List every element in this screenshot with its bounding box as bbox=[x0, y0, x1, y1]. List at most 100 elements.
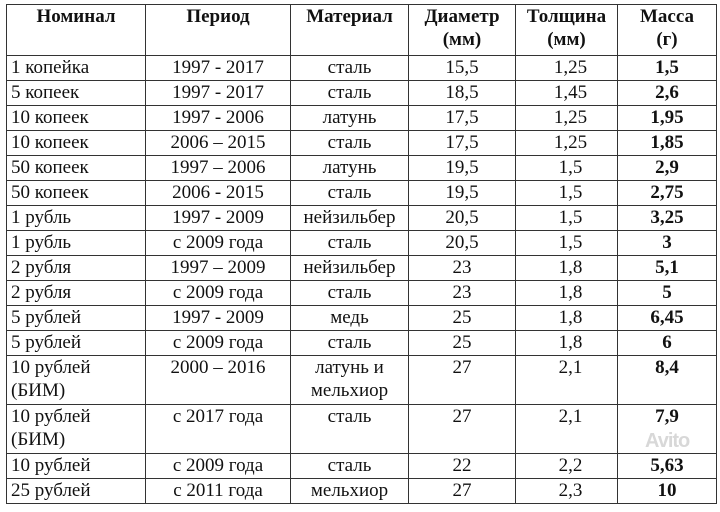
cell-mass: 6 bbox=[617, 330, 717, 356]
cell-diameter: 23 bbox=[408, 280, 516, 306]
cell-diameter: 19,5 bbox=[408, 155, 516, 181]
cell-nominal: 10 рублей (БИМ) bbox=[6, 355, 146, 405]
table-row: 5 рублей с 2009 года сталь 25 1,8 6 bbox=[6, 330, 717, 356]
cell-nominal: 2 рубля bbox=[6, 280, 146, 306]
cell-material: сталь bbox=[290, 130, 409, 156]
cell-mass: 5,1 bbox=[617, 255, 717, 281]
table-row: 5 копеек 1997 - 2017 сталь 18,5 1,45 2,6 bbox=[6, 80, 717, 106]
cell-diameter: 17,5 bbox=[408, 130, 516, 156]
cell-period: с 2009 года bbox=[145, 230, 291, 256]
cell-material: сталь bbox=[290, 80, 409, 106]
header-period: Период bbox=[145, 4, 291, 56]
cell-nominal: 1 рубль bbox=[6, 230, 146, 256]
cell-period: 1997 - 2017 bbox=[145, 80, 291, 106]
cell-diameter: 20,5 bbox=[408, 205, 516, 231]
table-row: 1 копейка 1997 - 2017 сталь 15,5 1,25 1,5 bbox=[6, 55, 717, 81]
table-row: 1 рубль с 2009 года сталь 20,5 1,5 3 bbox=[6, 230, 717, 256]
cell-period: с 2011 года bbox=[145, 478, 291, 504]
cell-material: нейзильбер bbox=[290, 205, 409, 231]
cell-diameter: 27 bbox=[408, 355, 516, 405]
cell-material: латунь bbox=[290, 155, 409, 181]
cell-material: латунь и мельхиор bbox=[290, 355, 409, 405]
cell-material: сталь bbox=[290, 180, 409, 206]
cell-mass: 3,25 bbox=[617, 205, 717, 231]
avito-watermark-logo: Avito bbox=[645, 429, 690, 452]
cell-mass: 1,95 bbox=[617, 105, 717, 131]
cell-thickness: 1,5 bbox=[515, 205, 618, 231]
header-text: Период bbox=[186, 6, 250, 27]
cell-mass: 6,45 bbox=[617, 305, 717, 331]
table-row: 50 копеек 2006 - 2015 сталь 19,5 1,5 2,75 bbox=[6, 180, 717, 206]
cell-mass: 1,85 bbox=[617, 130, 717, 156]
cell-thickness: 1,8 bbox=[515, 305, 618, 331]
cell-mass: 8,4 bbox=[617, 355, 717, 405]
cell-period: с 2009 года bbox=[145, 280, 291, 306]
header-thickness: Толщина (мм) bbox=[515, 4, 618, 56]
cell-period: 2000 – 2016 bbox=[145, 355, 291, 405]
header-text: Диаметр bbox=[424, 6, 500, 27]
cell-mass: 5 bbox=[617, 280, 717, 306]
table-row: 50 копеек 1997 – 2006 латунь 19,5 1,5 2,9 bbox=[6, 155, 717, 181]
cell-thickness: 1,8 bbox=[515, 330, 618, 356]
cell-nominal: 2 рубля bbox=[6, 255, 146, 281]
cell-diameter: 17,5 bbox=[408, 105, 516, 131]
cell-diameter: 27 bbox=[408, 478, 516, 504]
cell-period: с 2009 года bbox=[145, 330, 291, 356]
header-text: Толщина bbox=[526, 6, 607, 27]
cell-nominal: 10 рублей (БИМ) bbox=[6, 404, 146, 454]
cell-thickness: 2,1 bbox=[515, 404, 618, 454]
header-row: Номинал Период Материал Диаметр (мм) Толщина(… bbox=[6, 4, 717, 56]
cell-nominal: 50 копеек bbox=[6, 155, 146, 181]
cell-material: мельхиор bbox=[290, 478, 409, 504]
header-text: (мм) bbox=[547, 29, 586, 50]
cell-period: 1997 – 2006 bbox=[145, 155, 291, 181]
header-text: Масса bbox=[639, 6, 695, 27]
cell-thickness: 2,1 bbox=[515, 355, 618, 405]
cell-period: 1997 – 2009 bbox=[145, 255, 291, 281]
cell-diameter: 20,5 bbox=[408, 230, 516, 256]
cell-mass: 2,6 bbox=[617, 80, 717, 106]
header-text: Материал bbox=[306, 6, 393, 27]
cell-material: нейзильбер bbox=[290, 255, 409, 281]
cell-material: сталь bbox=[290, 330, 409, 356]
table-row: 10 копеек 1997 - 2006 латунь 17,5 1,25 1,95 bbox=[6, 105, 717, 131]
cell-nominal: 5 копеек bbox=[6, 80, 146, 106]
cell-thickness: 1,25 bbox=[515, 105, 618, 131]
cell-material: латунь bbox=[290, 105, 409, 131]
header-diameter: Диаметр (мм) bbox=[408, 4, 516, 56]
cell-nominal: 1 копейка bbox=[6, 55, 146, 81]
table-row: 10 рублей с 2009 года сталь 22 2,2 5,63 bbox=[6, 453, 717, 479]
cell-thickness: 1,8 bbox=[515, 255, 618, 281]
cell-period: 1997 - 2009 bbox=[145, 305, 291, 331]
cell-material: медь bbox=[290, 305, 409, 331]
table-row: 2 рубля с 2009 года сталь 23 1,8 5 bbox=[6, 280, 717, 306]
cell-diameter: 18,5 bbox=[408, 80, 516, 106]
table-row: 10 копеек 2006 – 2015 сталь 17,5 1,25 1,85 bbox=[6, 130, 717, 156]
cell-material: сталь bbox=[290, 404, 409, 454]
cell-thickness: 1,5 bbox=[515, 180, 618, 206]
cell-period: 2006 – 2015 bbox=[145, 130, 291, 156]
cell-nominal: 10 копеек bbox=[6, 105, 146, 131]
cell-mass: 7,9 bbox=[617, 404, 717, 454]
cell-nominal: 50 копеек bbox=[6, 180, 146, 206]
cell-thickness: 1,5 bbox=[515, 230, 618, 256]
cell-material: сталь bbox=[290, 453, 409, 479]
cell-mass: 1,5 bbox=[617, 55, 717, 81]
table-row: 2 рубля 1997 – 2009 нейзильбер 23 1,8 5,1 bbox=[6, 255, 717, 281]
cell-mass: 5,63 bbox=[617, 453, 717, 479]
table-row: 25 рублей с 2011 года мельхиор 27 2,3 10 bbox=[6, 478, 717, 504]
cell-period: 1997 - 2017 bbox=[145, 55, 291, 81]
header-text: (г) bbox=[656, 29, 678, 50]
cell-mass: 2,75 bbox=[617, 180, 717, 206]
cell-period: с 2017 года bbox=[145, 404, 291, 454]
cell-thickness: 1,8 bbox=[515, 280, 618, 306]
coin-specs-table: Номинал Период Материал Диаметр (мм) Толщина(… bbox=[6, 4, 717, 504]
cell-thickness: 1,45 bbox=[515, 80, 618, 106]
cell-nominal: 5 рублей bbox=[6, 305, 146, 331]
cell-period: с 2009 года bbox=[145, 453, 291, 479]
cell-diameter: 25 bbox=[408, 305, 516, 331]
cell-thickness: 1,25 bbox=[515, 55, 618, 81]
cell-thickness: 2,2 bbox=[515, 453, 618, 479]
header-mass: Масса (г) bbox=[617, 4, 717, 56]
cell-diameter: 19,5 bbox=[408, 180, 516, 206]
